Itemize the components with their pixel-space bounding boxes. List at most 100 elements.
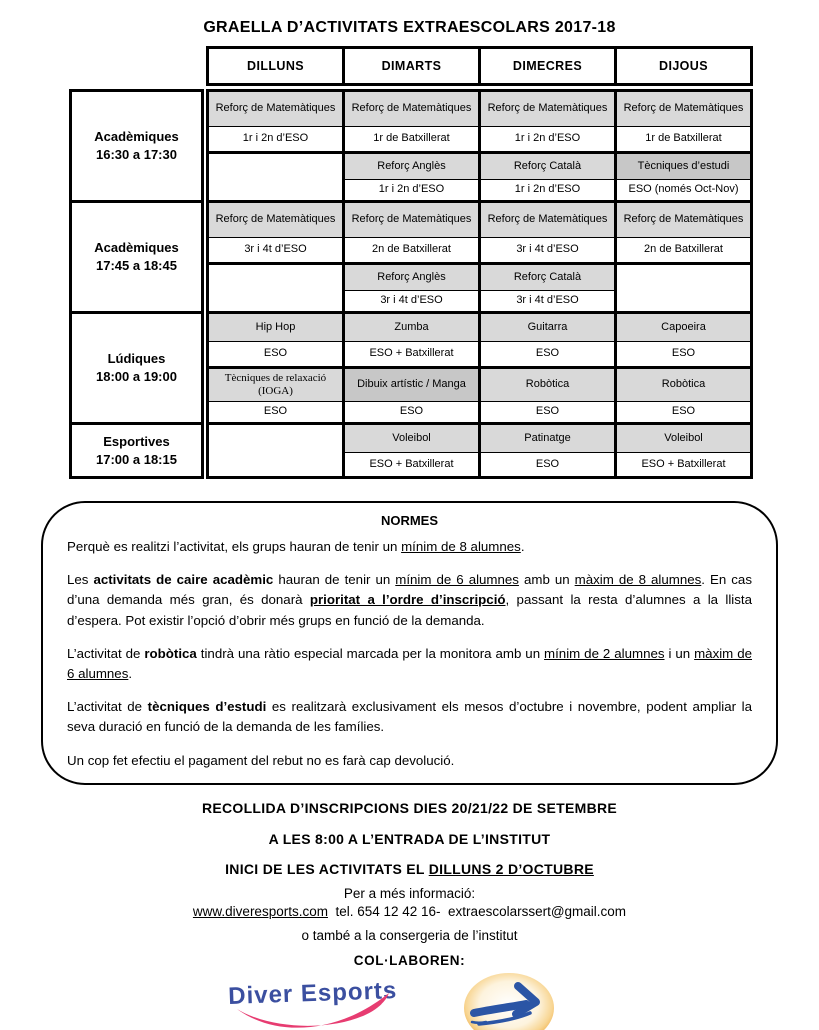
activity-level-cell: ESO [209,341,342,366]
activity-level-cell: 1r de Batxillerat [345,126,478,151]
activity-level-cell: 1r i 2n d’ESO [209,126,342,151]
more-info-label: Per a més informació: [343,885,476,901]
activity-level-cell: ESO (només Oct-Nov) [617,179,750,200]
category-time: 18:00 a 19:00 [96,369,177,384]
blue-arrow-icon [469,981,540,1026]
day-column: Voleibol ESO + Batxillerat [342,425,478,476]
activity-name-cell: Tècniques d’estudi [617,151,750,179]
day-header-row: DILLUNS DIMARTS DIMECRES DIJOUS [69,46,819,86]
page-title: GRAELLA D’ACTIVITATS EXTRAESCOLARS 2017-… [203,19,616,36]
activity-name-cell: Reforç de Matemàtiques [481,203,614,237]
collaborators-heading: COL·LABOREN: [353,952,466,968]
day-column: Reforç de Matemàtiques 1r i 2n d’ESO Ref… [478,92,614,200]
arrow-circle-logo [463,972,554,1030]
diver-esports-logo: Diver Esports [227,977,397,1028]
category-name: Acadèmiques [94,240,179,256]
contact-details: tel. 654 12 42 16- extraescolarssert@gma… [327,903,627,919]
day-header-dijous: DIJOUS [614,49,750,83]
schedule-block-academiques-1: Reforç de Matemàtiques 1r i 2n d’ESO Ref… [209,92,750,200]
activity-name-cell: Robòtica [617,366,750,401]
activity-name-cell: Reforç Anglès [345,262,478,290]
day-header-box: DILLUNS DIMARTS DIMECRES DIJOUS [206,46,753,86]
day-column: Capoeira ESO Robòtica ESO [614,314,750,422]
category-column: Acadèmiques 16:30 a 17:30 Acadèmiques 17… [69,89,204,479]
activity-level-cell: ESO + Batxillerat [345,341,478,366]
activity-name-cell: Reforç de Matemàtiques [345,203,478,237]
activity-name-cell: Reforç de Matemàtiques [345,92,478,126]
rules-title: NORMES [380,513,439,528]
schedule-block-esportives: Voleibol ESO + Batxillerat Patinatge ESO… [209,422,750,476]
diver-esports-logo-text: Diver Esports [227,977,397,1010]
collaborator-logos: Diver Esports [0,972,799,1030]
inscription-place-heading: A LES 8:00 A L’ENTRADA DE L’INSTITUT [268,830,551,847]
activity-name-cell: Reforç de Matemàtiques [209,92,342,126]
activity-name-cell: Zumba [345,314,478,341]
pink-swoosh-icon [236,992,389,1028]
activity-level-cell: 1r i 2n d’ESO [481,179,614,200]
rules-paragraph: L’activitat de tècniques d’estudi es rea… [67,699,753,735]
activity-level-cell: 1r i 2n d’ESO [481,126,614,151]
day-column: Reforç de Matemàtiques 3r i 4t d’ESO Ref… [478,203,614,311]
day-column: Zumba ESO + Batxillerat Dibuix artístic … [342,314,478,422]
activity-name-cell: Reforç de Matemàtiques [481,92,614,126]
activities-grid: Reforç de Matemàtiques 1r i 2n d’ESO Ref… [206,89,753,479]
day-header-dimarts: DIMARTS [342,49,478,83]
activity-name-cell: Dibuix artístic / Manga [345,366,478,401]
contact-line: www.diveresports.com tel. 654 12 42 16- … [0,904,819,919]
day-header-dilluns: DILLUNS [247,59,304,73]
activity-level-cell: 3r i 4t d’ESO [481,290,614,311]
activity-level-cell: 1r i 2n d’ESO [345,179,478,200]
category-academiques-2: Acadèmiques 17:45 a 18:45 [72,200,201,311]
activity-name-cell: Tècniques de relaxació (IOGA) [209,366,342,401]
activity-name-cell: Reforç Català [481,262,614,290]
day-column: Patinatge ESO [478,425,614,476]
activity-name-cell: Reforç Català [481,151,614,179]
activity-name-cell: Voleibol [345,425,478,452]
activity-name-cell: Robòtica [481,366,614,401]
activity-name-cell: Patinatge [481,425,614,452]
category-name: Esportives [103,433,170,449]
activity-name-cell: Reforç de Matemàtiques [209,203,342,237]
activity-level-cell: 1r de Batxillerat [617,126,750,151]
category-name: Lúdiques [107,351,166,367]
day-column: Voleibol ESO + Batxillerat [614,425,750,476]
activity-level-cell: 2n de Batxillerat [617,237,750,262]
activity-level-cell: 3r i 4t d’ESO [481,237,614,262]
activity-level-cell: ESO [481,452,614,476]
category-time: 17:45 a 18:45 [96,258,177,273]
activity-name-cell: Reforç de Matemàtiques [617,203,750,237]
activity-level-cell: ESO + Batxillerat [345,452,478,476]
empty-cell [209,151,342,200]
activity-level-cell: ESO [209,401,342,422]
empty-cell [209,425,342,476]
activity-level-cell: ESO [345,401,478,422]
category-esportives: Esportives 17:00 a 18:15 [72,422,201,476]
day-column: Reforç de Matemàtiques 1r i 2n d’ESO [209,92,342,200]
day-column: Guitarra ESO Robòtica ESO [478,314,614,422]
start-prefix: INICI DE LES ACTIVITATS EL [225,860,429,877]
schedule-table: DILLUNS DIMARTS DIMECRES DIJOUS Acadèmiq… [69,46,819,479]
header-spacer [69,46,206,86]
activity-name-cell: Reforç de Matemàtiques [617,92,750,126]
activity-name-cell: Capoeira [617,314,750,341]
day-column: Reforç de Matemàtiques 2n de Batxillerat [614,203,750,311]
website-link[interactable]: www.diveresports.com [192,903,328,919]
activity-level-cell: ESO + Batxillerat [617,452,750,476]
day-column: Reforç de Matemàtiques 3r i 4t d’ESO [209,203,342,311]
rules-box: NORMES Perquè es realitzi l’activitat, e… [41,501,778,785]
category-academiques-1: Acadèmiques 16:30 a 17:30 [72,92,201,200]
rules-paragraph: L’activitat de robòtica tindrà una ràtio… [67,645,752,682]
empty-cell [617,262,750,311]
activity-name-cell: Hip Hop [209,314,342,341]
activity-name-cell: Reforç Anglès [345,151,478,179]
day-column: Reforç de Matemàtiques 2n de Batxillerat… [342,203,478,311]
day-column: Reforç de Matemàtiques 1r de Batxillerat… [614,92,750,200]
schedule-block-ludiques: Hip Hop ESO Tècniques de relaxació (IOGA… [209,311,750,422]
day-header-dimecres: DIMECRES [478,49,614,83]
day-column [209,425,342,476]
rules-paragraph: Perquè es realitzi l’activitat, els grup… [67,539,525,554]
concierge-note: o també a la consergeria de l’institut [301,927,518,943]
activity-name-cell: Voleibol [617,425,750,452]
activity-level-cell: 3r i 4t d’ESO [345,290,478,311]
